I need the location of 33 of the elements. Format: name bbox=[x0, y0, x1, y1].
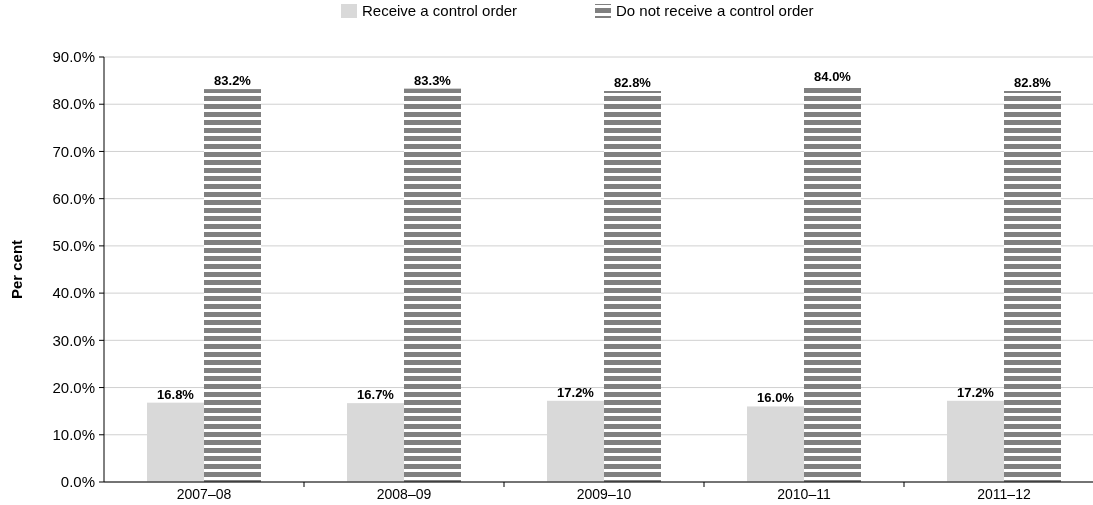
data-label: 84.0% bbox=[814, 69, 852, 85]
data-label: 17.2% bbox=[957, 384, 995, 400]
data-label: 16.7% bbox=[357, 387, 395, 403]
bar bbox=[204, 89, 261, 482]
x-tick-label: 2007–08 bbox=[176, 486, 232, 502]
y-axis-title: Per cent bbox=[8, 239, 25, 300]
y-tick-label: 20.0% bbox=[52, 378, 95, 396]
x-tick-label: 2009–10 bbox=[576, 486, 632, 502]
data-label: 83.2% bbox=[214, 73, 252, 89]
y-tick-label: 50.0% bbox=[52, 237, 95, 255]
y-tick-label: 90.0% bbox=[52, 48, 95, 66]
y-tick-label: 10.0% bbox=[52, 426, 95, 444]
y-tick-label: 40.0% bbox=[52, 284, 95, 302]
legend-label: Do not receive a control order bbox=[616, 2, 814, 19]
data-label: 82.8% bbox=[614, 75, 652, 90]
y-tick-label: 70.0% bbox=[52, 142, 95, 160]
bar bbox=[604, 91, 661, 482]
x-tick-label: 2011–12 bbox=[977, 486, 1031, 502]
x-tick-label: 2008–09 bbox=[376, 486, 432, 502]
y-tick-label: 80.0% bbox=[52, 95, 95, 113]
data-label: 16.8% bbox=[157, 386, 195, 402]
y-tick-label: 30.0% bbox=[52, 331, 95, 349]
data-label: 82.8% bbox=[1014, 75, 1052, 90]
y-tick-label: 60.0% bbox=[52, 189, 95, 207]
data-label: 16.0% bbox=[757, 390, 795, 406]
bar bbox=[1004, 91, 1061, 482]
data-label: 17.2% bbox=[557, 384, 595, 400]
data-label: 83.3% bbox=[414, 72, 452, 88]
x-tick-label: 2010–11 bbox=[777, 486, 831, 502]
y-tick-label: 0.0% bbox=[60, 473, 95, 491]
legend-label: Receive a control order bbox=[362, 2, 518, 19]
bar bbox=[404, 88, 461, 482]
bar bbox=[804, 85, 861, 482]
